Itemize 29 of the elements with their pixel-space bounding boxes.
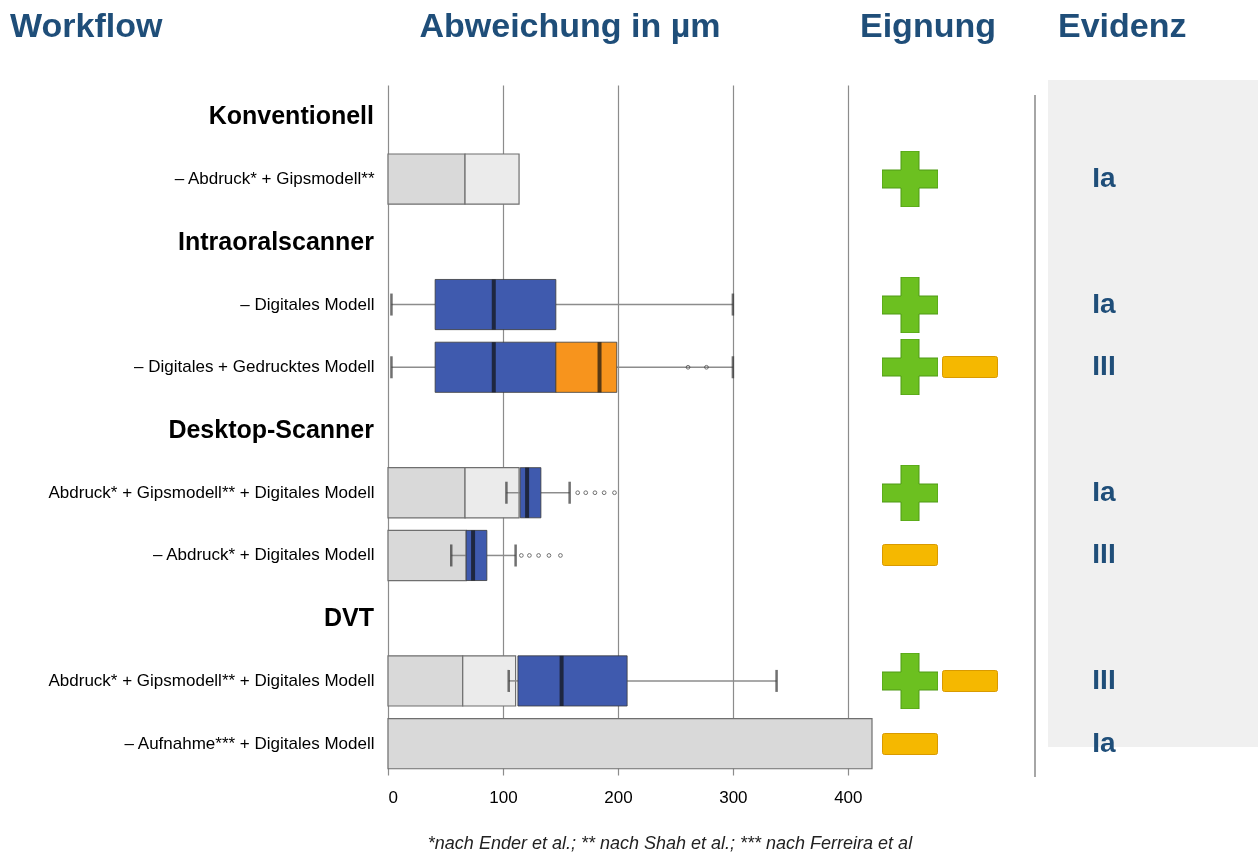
- text: DVT: [323, 603, 374, 633]
- text: Intraoralscanner: [177, 226, 374, 256]
- text: Workflow: [10, 6, 163, 45]
- x-tick-label: 0: [388, 787, 398, 807]
- text: Eignung: [860, 6, 996, 45]
- y-tick-label: Abdruck* + Gipsmodell** + Digitales Modell: [48, 670, 375, 690]
- text: Ia: [1091, 475, 1117, 508]
- y-tick-label: Abdruck* + Gipsmodell** + Digitales Modell: [48, 482, 375, 502]
- x-tick-label: 200: [604, 787, 633, 807]
- y-tick-label: – Abdruck* + Gipsmodell**: [174, 169, 375, 189]
- y-tick-label: – Abdruck* + Digitales Modell: [152, 545, 375, 565]
- y-tick-label: – Digitales + Gedrucktes Modell: [134, 357, 375, 377]
- text: Ia: [1091, 726, 1117, 759]
- text: Ia: [1091, 287, 1117, 320]
- text: III: [1091, 350, 1117, 383]
- x-tick-label: 300: [719, 787, 748, 807]
- text: III: [1091, 538, 1117, 571]
- text: *nach Ender et al.; ** nach Shah et al.; *** nach Ferreira et al: [426, 833, 914, 854]
- text: Konventionell: [207, 101, 374, 131]
- bar: [387, 717, 873, 770]
- x-tick-label: 400: [834, 787, 863, 807]
- text: III: [1091, 663, 1117, 696]
- x-tick-label: 100: [489, 787, 518, 807]
- text: Ia: [1091, 162, 1117, 195]
- y-tick-label: – Digitales Modell: [240, 294, 375, 314]
- y-tick-label: – Aufnahme*** + Digitales Modell: [124, 733, 375, 753]
- text: Evidenz: [1058, 6, 1187, 45]
- chart-title: Abweichung in µm: [418, 6, 722, 45]
- text: Desktop-Scanner: [167, 415, 374, 444]
